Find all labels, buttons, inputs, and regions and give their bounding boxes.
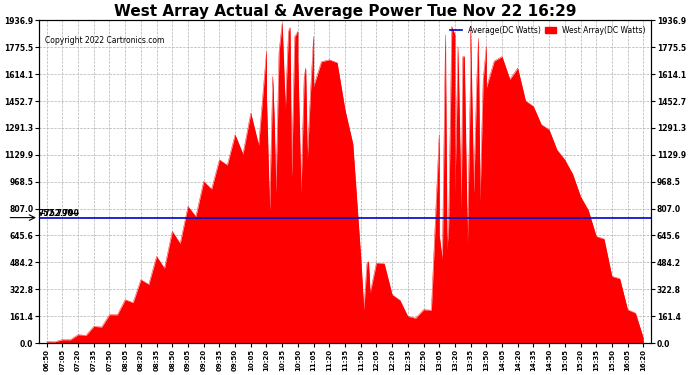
Text: ←752.790: ←752.790 [39, 209, 80, 218]
Text: Copyright 2022 Cartronics.com: Copyright 2022 Cartronics.com [45, 36, 164, 45]
Legend: Average(DC Watts), West Array(DC Watts): Average(DC Watts), West Array(DC Watts) [449, 24, 647, 36]
Title: West Array Actual & Average Power Tue Nov 22 16:29: West Array Actual & Average Power Tue No… [114, 4, 576, 19]
Text: 752.790→: 752.790→ [39, 209, 80, 218]
